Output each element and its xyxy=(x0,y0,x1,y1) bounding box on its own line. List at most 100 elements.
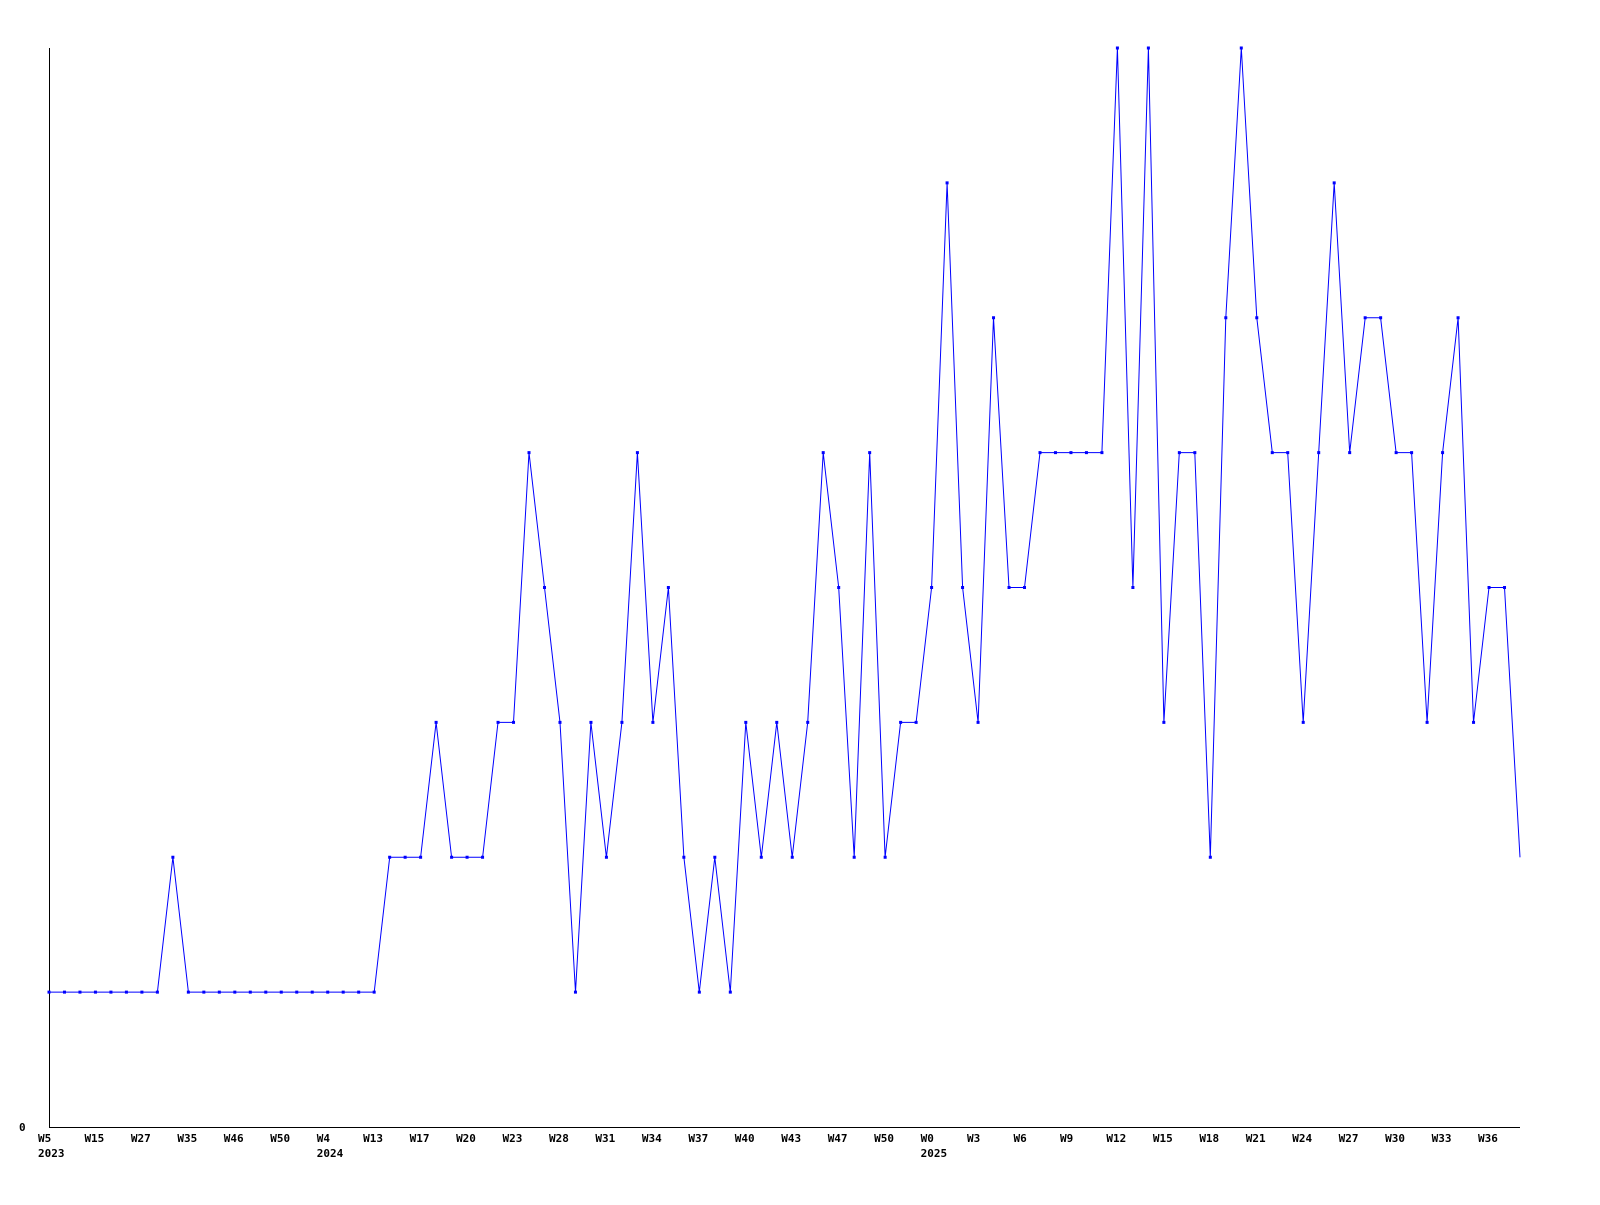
data-point xyxy=(186,990,190,994)
x-tick-label: W46 xyxy=(224,1132,244,1145)
data-point xyxy=(1379,316,1383,320)
data-point xyxy=(868,451,872,455)
data-point xyxy=(512,720,516,724)
data-point xyxy=(403,855,407,859)
x-tick-label: W9 xyxy=(1060,1132,1073,1145)
data-point xyxy=(155,990,159,994)
data-point xyxy=(264,990,268,994)
data-point xyxy=(1410,451,1414,455)
data-point xyxy=(1224,316,1228,320)
x-tick-label: W6 xyxy=(1014,1132,1028,1145)
x-tick-label: W35 xyxy=(177,1132,197,1145)
data-point xyxy=(233,990,237,994)
x-tick-label: W5 xyxy=(38,1132,51,1145)
data-point xyxy=(589,720,593,724)
data-point xyxy=(310,990,314,994)
data-point xyxy=(78,990,82,994)
data-point xyxy=(1023,586,1027,589)
data-point xyxy=(697,990,701,994)
data-point xyxy=(1332,181,1336,185)
x-tick-label: W13 xyxy=(363,1132,383,1145)
x-tick-label: W24 xyxy=(1292,1132,1312,1145)
data-point xyxy=(992,316,996,320)
data-point xyxy=(109,990,113,994)
data-point xyxy=(248,990,252,994)
data-point xyxy=(372,990,376,994)
data-point xyxy=(1286,451,1290,455)
series-line xyxy=(49,47,1521,993)
data-point xyxy=(635,451,639,455)
data-point xyxy=(1472,720,1476,724)
data-point xyxy=(1162,720,1166,724)
data-point xyxy=(450,855,454,859)
data-point xyxy=(682,855,686,859)
x-tick-label: W4 xyxy=(317,1132,331,1145)
data-point xyxy=(573,990,577,994)
data-point xyxy=(806,720,810,724)
x-tick-label: W15 xyxy=(1153,1132,1173,1145)
x-tick-label: W27 xyxy=(1339,1132,1359,1145)
data-point xyxy=(1317,451,1321,455)
x-tick-label: W12 xyxy=(1106,1132,1126,1145)
data-point xyxy=(1146,46,1150,50)
year-label: 2024 xyxy=(317,1147,344,1160)
x-tick-label: W28 xyxy=(549,1132,569,1145)
x-tick-label: W37 xyxy=(688,1132,708,1145)
data-point xyxy=(1456,316,1460,320)
x-tick-label: W21 xyxy=(1246,1132,1266,1145)
data-point xyxy=(899,720,903,724)
data-point xyxy=(976,720,980,724)
data-point xyxy=(728,990,732,994)
data-point xyxy=(434,720,438,724)
data-point xyxy=(496,720,500,724)
x-tick-label: W36 xyxy=(1478,1132,1498,1145)
x-tick-label: W43 xyxy=(781,1132,801,1145)
data-point xyxy=(1487,586,1491,589)
data-point xyxy=(883,855,887,859)
data-point xyxy=(388,855,392,859)
data-point xyxy=(837,586,841,589)
data-point xyxy=(1301,720,1305,724)
x-tick-label: W18 xyxy=(1199,1132,1219,1145)
data-point xyxy=(419,855,423,859)
year-label: 2025 xyxy=(921,1147,948,1160)
data-point xyxy=(1363,316,1367,320)
x-tick-label: W47 xyxy=(828,1132,848,1145)
data-point xyxy=(604,855,608,859)
data-point xyxy=(1255,316,1259,320)
x-tick-label: W30 xyxy=(1385,1132,1405,1145)
data-point xyxy=(1084,451,1088,455)
data-point xyxy=(341,990,345,994)
data-point xyxy=(930,586,934,589)
data-point xyxy=(1503,586,1507,589)
data-point xyxy=(140,990,144,994)
year-label: 2023 xyxy=(38,1147,65,1160)
data-point xyxy=(945,181,949,185)
x-tick-label: W17 xyxy=(410,1132,430,1145)
data-point xyxy=(558,720,562,724)
data-point xyxy=(651,720,655,724)
data-point xyxy=(217,990,221,994)
data-point xyxy=(1239,46,1243,50)
data-point xyxy=(1177,451,1181,455)
x-tick-label: W0 xyxy=(921,1132,934,1145)
data-point xyxy=(1007,586,1011,589)
data-point xyxy=(481,855,485,859)
data-point xyxy=(666,586,670,589)
data-point xyxy=(47,990,51,994)
data-point xyxy=(1193,451,1197,455)
x-tick-label: W20 xyxy=(456,1132,476,1145)
data-point xyxy=(1053,451,1057,455)
data-point xyxy=(326,990,330,994)
data-point xyxy=(713,855,717,859)
data-point xyxy=(852,855,856,859)
x-tick-label: W34 xyxy=(642,1132,662,1145)
data-point xyxy=(744,720,748,724)
data-point xyxy=(821,451,825,455)
data-point xyxy=(961,586,965,589)
data-point xyxy=(1348,451,1352,455)
data-point xyxy=(62,990,66,994)
x-tick-label: W15 xyxy=(84,1132,104,1145)
data-point xyxy=(295,990,299,994)
